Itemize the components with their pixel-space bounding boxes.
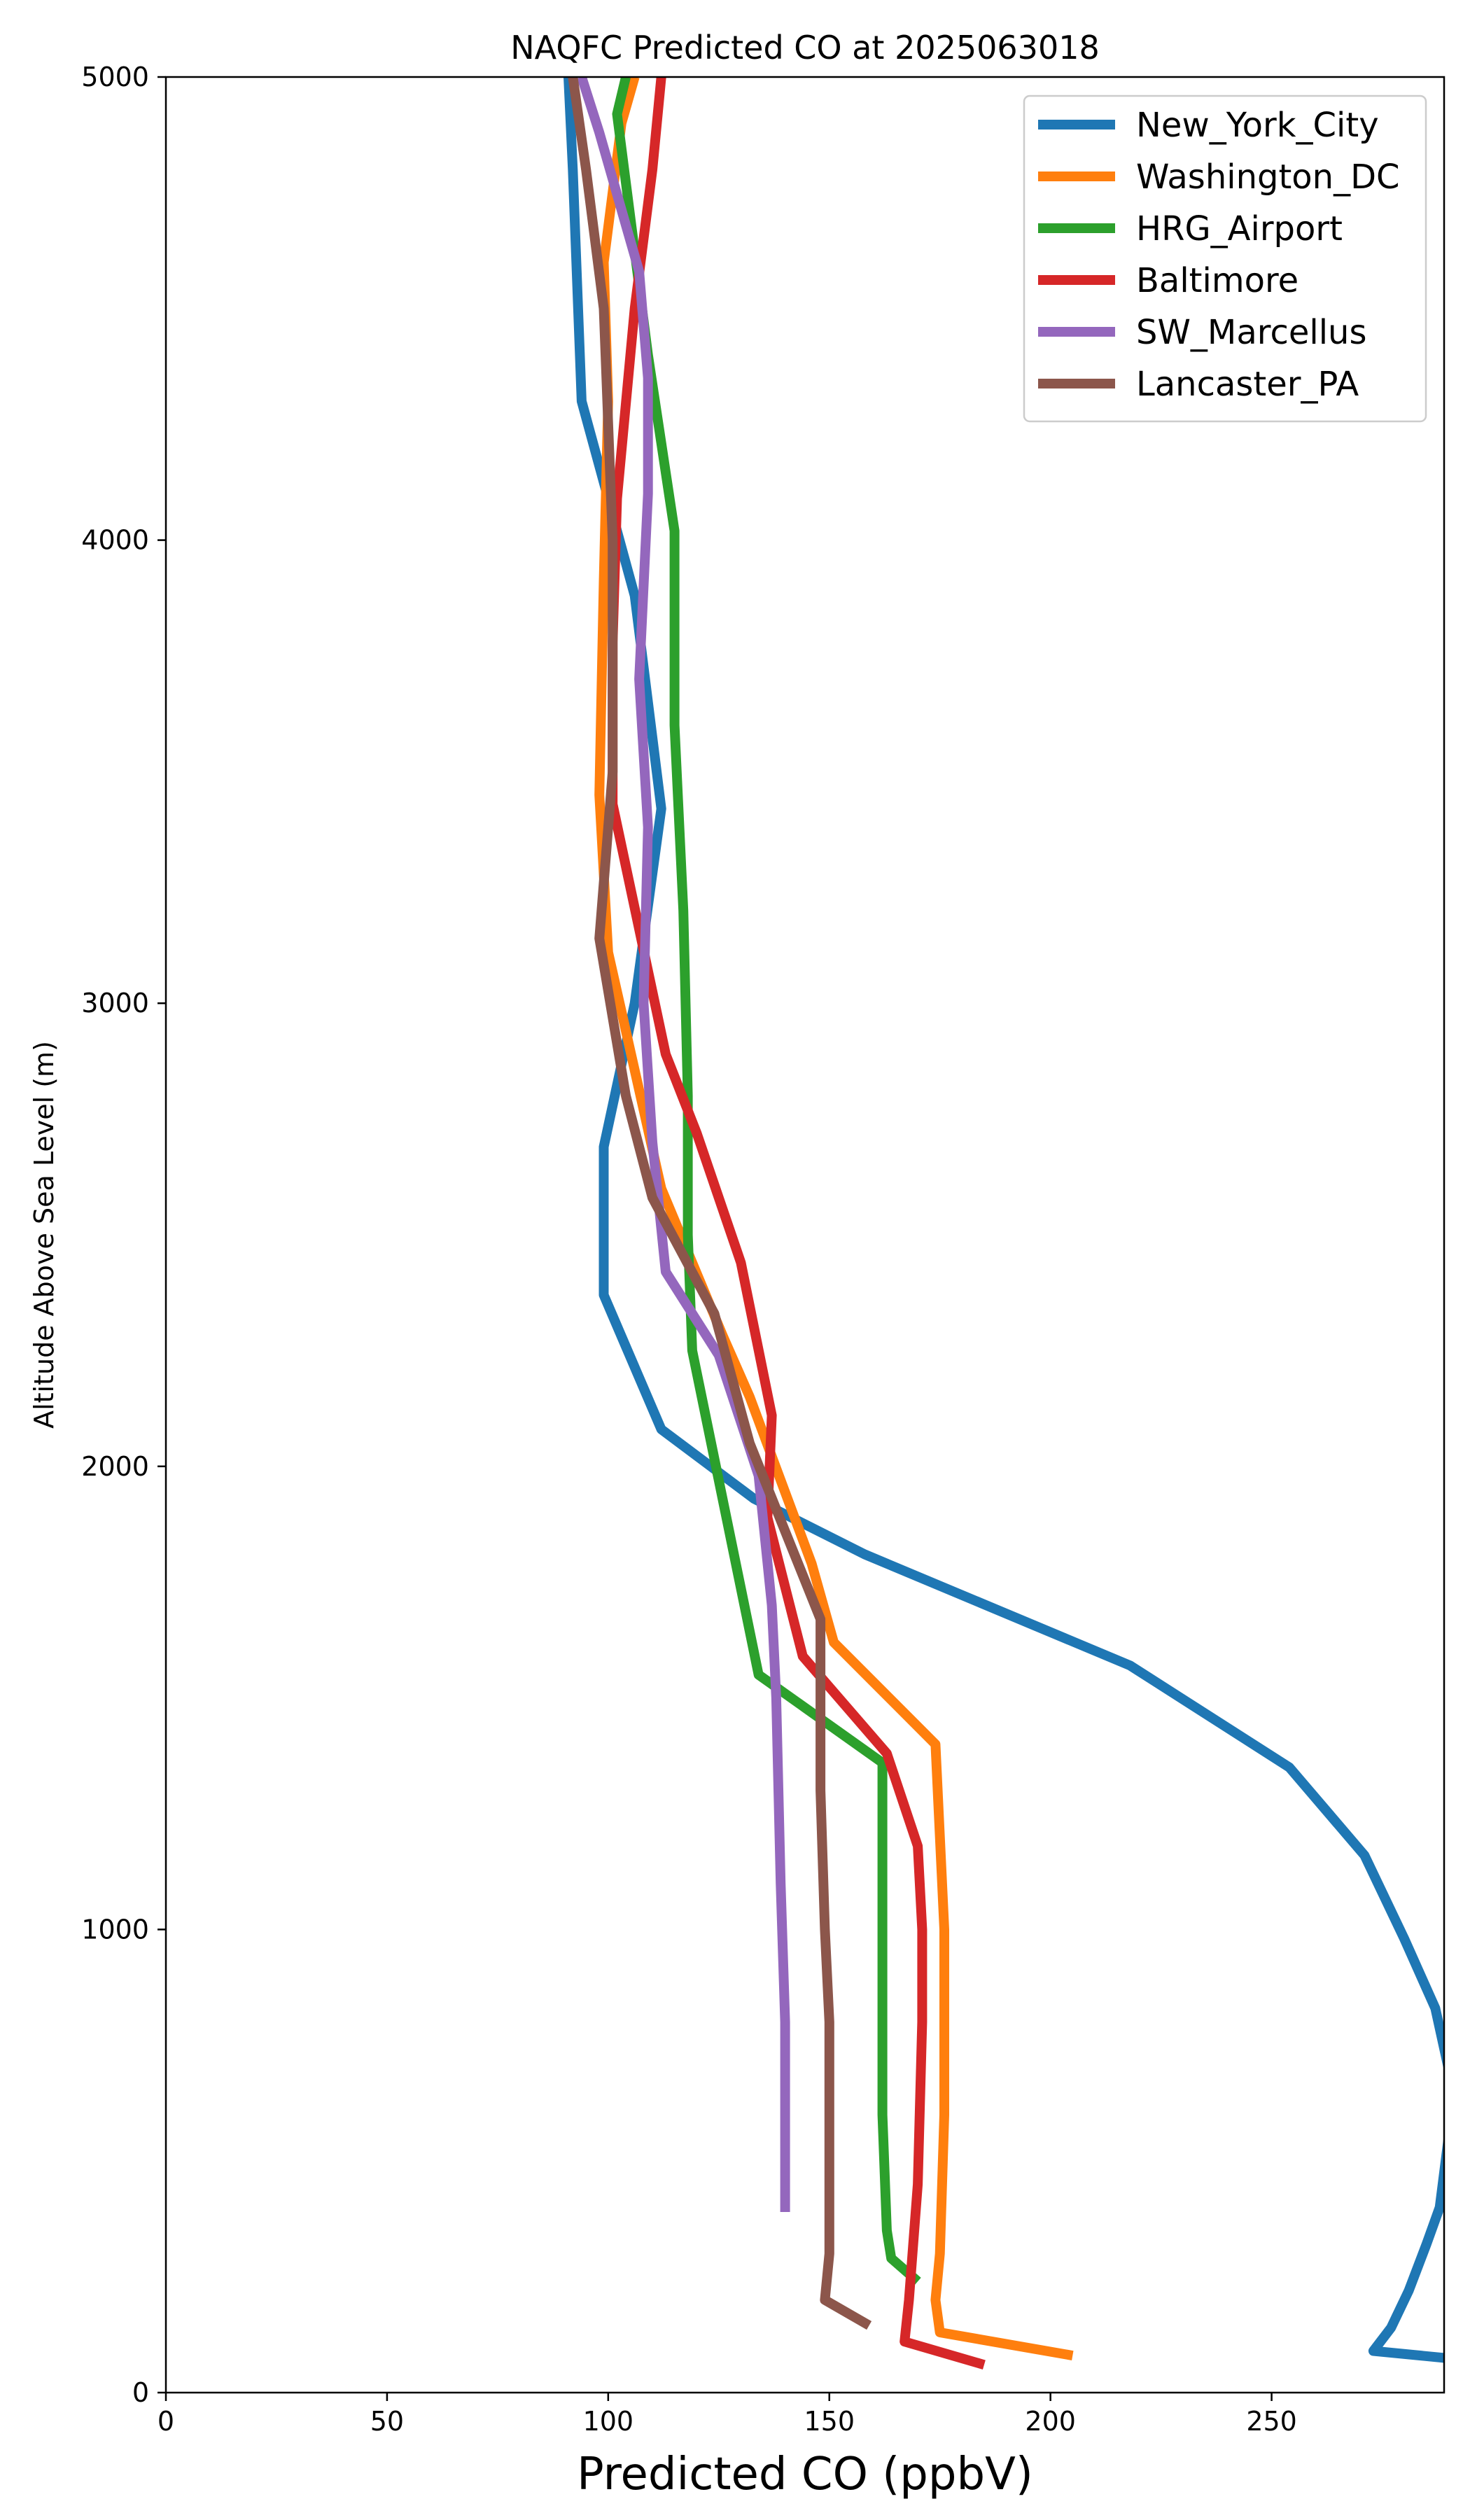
legend-label: SW_Marcellus [1136, 313, 1366, 352]
x-tick-label: 250 [1246, 2406, 1297, 2437]
legend-label: Washington_DC [1136, 158, 1400, 197]
series-line-washington-dc [594, 77, 1074, 2360]
x-axis-ticks: 0 50 100 150 200 250 [158, 2393, 1297, 2437]
y-axis-ticks: 0 1000 2000 3000 4000 5000 [81, 62, 166, 2408]
x-tick-label: 100 [583, 2406, 634, 2437]
series-layer [564, 77, 1444, 2370]
y-tick-label: 5000 [81, 62, 149, 92]
legend-label: Baltimore [1136, 261, 1298, 300]
y-axis-label: Altitude Above Sea Level (m) [29, 1041, 59, 1429]
legend-label: Lancaster_PA [1136, 365, 1359, 404]
plot-frame [164, 76, 1446, 2394]
legend: New_York_City Washington_DC HRG_Airport Bal… [1023, 94, 1427, 423]
y-tick-label: 0 [132, 2377, 149, 2408]
x-tick-label: 150 [804, 2406, 855, 2437]
x-axis-label: Predicted CO (ppbV) [577, 2449, 1033, 2500]
y-tick-label: 1000 [81, 1914, 149, 1945]
y-tick-label: 2000 [81, 1451, 149, 1482]
x-tick-label: 200 [1025, 2406, 1076, 2437]
legend-frame [1023, 94, 1427, 423]
y-tick-label: 4000 [81, 525, 149, 556]
series-line-new-york-city [564, 77, 1444, 2363]
series-line-hrg-airport [612, 77, 921, 2286]
chart-title: NAQFC Predicted CO at 2025063018 [510, 29, 1100, 66]
legend-label: HRG_Airport [1136, 209, 1343, 248]
series-line-lancaster-pa [568, 77, 872, 2330]
legend-label: New_York_City [1136, 106, 1379, 145]
x-tick-label: 50 [370, 2406, 404, 2437]
x-tick-label: 0 [158, 2406, 174, 2437]
y-tick-label: 3000 [81, 988, 149, 1018]
